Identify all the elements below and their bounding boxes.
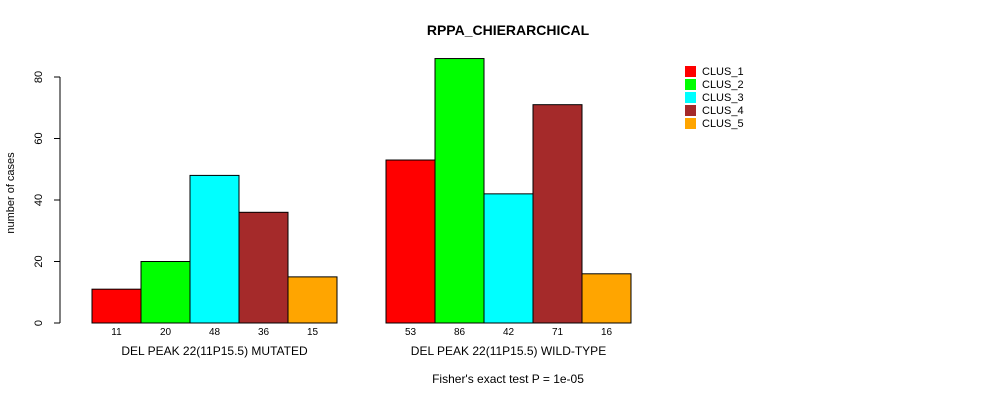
legend-label: CLUS_1 — [702, 66, 744, 78]
bar-count-label: 48 — [209, 327, 221, 338]
y-tick-label: 20 — [33, 255, 45, 267]
legend-swatch — [685, 79, 696, 90]
legend-label: CLUS_5 — [702, 118, 744, 130]
legend-swatch — [685, 118, 696, 129]
bar-count-label: 20 — [160, 327, 172, 338]
bar-count-label: 53 — [405, 327, 417, 338]
chart-title: RPPA_CHIERARCHICAL — [427, 22, 590, 38]
bar — [434, 58, 485, 324]
bar-count-label: 42 — [503, 327, 515, 338]
legend-swatch — [685, 66, 696, 77]
bar-count-label: 36 — [258, 327, 270, 338]
y-tick-label: 80 — [33, 71, 45, 83]
legend-label: CLUS_2 — [702, 79, 744, 91]
bar-count-label: 86 — [454, 327, 466, 338]
y-tick-label: 0 — [33, 320, 45, 326]
group-label: DEL PEAK 22(11P15.5) MUTATED — [121, 344, 308, 358]
y-tick-label: 60 — [33, 132, 45, 144]
legend-swatch — [685, 105, 696, 116]
bar — [581, 273, 632, 324]
y-tick-label: 40 — [33, 194, 45, 206]
bar — [483, 193, 534, 324]
bar — [238, 211, 289, 324]
bar-count-label: 11 — [111, 327, 122, 338]
legend-label: CLUS_3 — [702, 92, 744, 104]
bar-count-label: 71 — [552, 327, 564, 338]
legend-label: CLUS_4 — [702, 105, 744, 117]
bar-count-label: 15 — [307, 327, 319, 338]
bar-count-label: 16 — [601, 327, 613, 338]
bar — [287, 276, 338, 324]
bar — [385, 159, 436, 324]
bar — [140, 261, 191, 324]
bar — [91, 288, 142, 324]
legend-swatch — [685, 92, 696, 103]
bar — [532, 104, 583, 324]
group-label: DEL PEAK 22(11P15.5) WILD-TYPE — [411, 344, 606, 358]
footnote: Fisher's exact test P = 1e-05 — [432, 372, 584, 386]
y-axis-label: number of cases — [5, 152, 17, 234]
bar — [189, 174, 240, 324]
